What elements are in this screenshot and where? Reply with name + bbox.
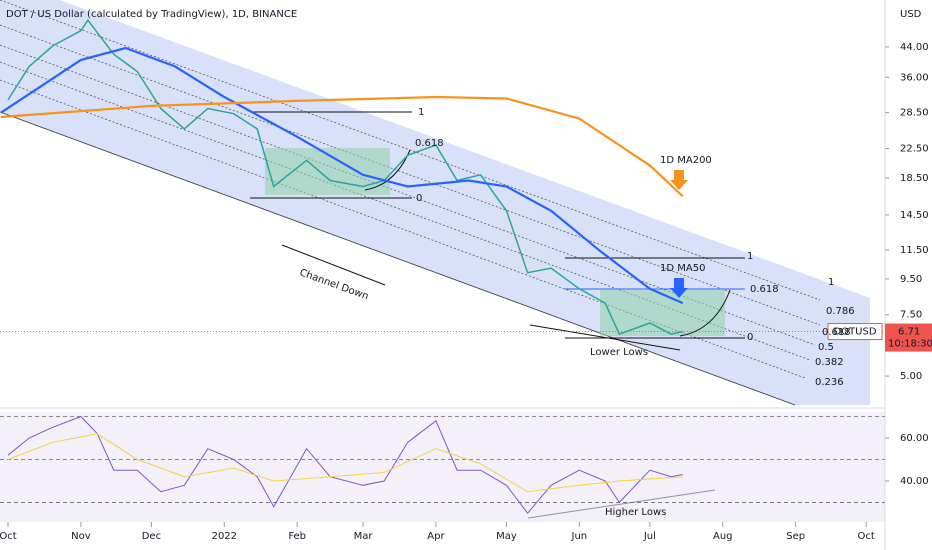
x-tick-label: 2022 <box>212 531 237 542</box>
range-box <box>600 290 725 336</box>
annotation: 0.5 <box>818 342 834 353</box>
annotation: 1 <box>418 107 424 118</box>
annotation: 0.236 <box>815 377 844 388</box>
y-tick-label: 28.50 <box>900 108 929 119</box>
y-tick-label: 36.00 <box>900 72 929 83</box>
annotation: 0.618 <box>415 138 444 149</box>
annotation: Higher Lows <box>605 507 666 518</box>
symbol: DOTUSD <box>833 327 876 338</box>
y-tick-label: 5.00 <box>900 371 922 382</box>
symbol-tag <box>827 323 883 341</box>
y-tick-label: 40.00 <box>900 476 929 487</box>
x-tick-label: Dec <box>142 531 161 542</box>
series-line <box>7 18 683 336</box>
x-tick-label: Oct <box>0 531 17 542</box>
series-line <box>0 95 684 198</box>
rsi-pane <box>0 412 885 522</box>
countdown: 10:18:30 <box>888 339 932 350</box>
annotation: 0.382 <box>815 357 844 368</box>
y-tick-label: 22.50 <box>900 143 929 154</box>
range-box <box>265 148 390 195</box>
series-line <box>0 46 684 305</box>
arrow-icon <box>670 170 688 190</box>
annotation: Lower Lows <box>590 347 648 358</box>
x-tick-label: Nov <box>71 531 91 542</box>
y-tick-label: 9.50 <box>900 274 922 285</box>
y-tick-label: 18.50 <box>900 173 929 184</box>
x-tick-label: Aug <box>713 531 733 542</box>
x-tick-label: Apr <box>427 531 445 542</box>
y-tick-label: 60.00 <box>900 433 929 444</box>
y-tick-label: 11.50 <box>900 245 929 256</box>
annotation: 0 <box>747 332 753 343</box>
series-line <box>7 415 683 515</box>
y-tick-label: 7.50 <box>900 310 922 321</box>
x-tick-label: Sep <box>786 531 805 542</box>
annotation: 0.618 <box>750 284 779 295</box>
arrow-icon <box>670 278 688 298</box>
annotation: 0.786 <box>826 306 855 317</box>
y-tick-label: 14.50 <box>900 210 929 221</box>
x-tick-label: May <box>496 531 517 542</box>
currency: USD <box>900 9 922 20</box>
x-tick-label: Feb <box>288 531 306 542</box>
annotation: 1 <box>828 277 834 288</box>
price-tag <box>885 323 932 352</box>
annotation: 0.618 <box>822 327 851 338</box>
annotation: 1 <box>747 251 753 262</box>
annotation: 1D MA50 <box>660 263 705 274</box>
channel-bottom <box>0 111 796 406</box>
chart-title: DOT / US Dollar (calculated by TradingVi… <box>6 9 297 20</box>
y-tick-label: 44.00 <box>900 42 929 53</box>
series-line <box>7 433 683 493</box>
x-tick-label: Oct <box>858 531 875 542</box>
price-value: 6.71 <box>898 327 920 338</box>
x-tick-label: Jun <box>571 531 588 542</box>
annotation: 0 <box>416 193 422 204</box>
annotation: 1D MA200 <box>660 155 712 166</box>
x-tick-label: Jul <box>643 531 656 542</box>
x-tick-label: Mar <box>354 531 374 542</box>
arrow <box>679 289 731 337</box>
